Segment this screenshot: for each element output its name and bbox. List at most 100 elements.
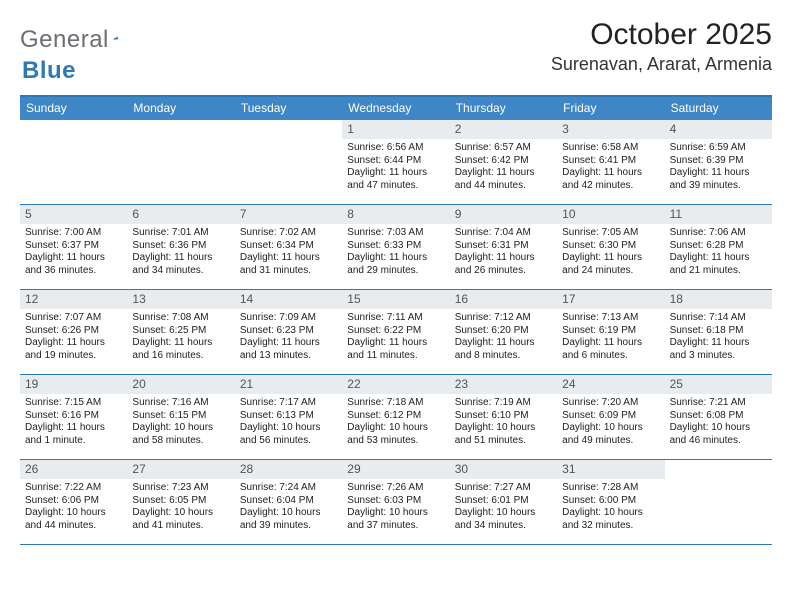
sunrise-text: Sunrise: 7:18 AM <box>347 397 444 410</box>
day-cell: 25Sunrise: 7:21 AMSunset: 6:08 PMDayligh… <box>665 375 772 459</box>
daylight-text: Daylight: 11 hours and 21 minutes. <box>670 252 767 277</box>
day-cell: 15Sunrise: 7:11 AMSunset: 6:22 PMDayligh… <box>342 290 449 374</box>
sunset-text: Sunset: 6:30 PM <box>562 240 659 253</box>
dow-wednesday: Wednesday <box>342 97 449 120</box>
day-cell: 24Sunrise: 7:20 AMSunset: 6:09 PMDayligh… <box>557 375 664 459</box>
day-number: 27 <box>127 460 234 479</box>
daylight-text: Daylight: 11 hours and 31 minutes. <box>240 252 337 277</box>
sunset-text: Sunset: 6:44 PM <box>347 155 444 168</box>
sunset-text: Sunset: 6:22 PM <box>347 325 444 338</box>
day-cell: 13Sunrise: 7:08 AMSunset: 6:25 PMDayligh… <box>127 290 234 374</box>
sunset-text: Sunset: 6:15 PM <box>132 410 229 423</box>
sunrise-text: Sunrise: 7:00 AM <box>25 227 122 240</box>
day-cell: 21Sunrise: 7:17 AMSunset: 6:13 PMDayligh… <box>235 375 342 459</box>
sunset-text: Sunset: 6:09 PM <box>562 410 659 423</box>
daylight-text: Daylight: 11 hours and 34 minutes. <box>132 252 229 277</box>
day-number: 18 <box>665 290 772 309</box>
sunrise-text: Sunrise: 7:12 AM <box>455 312 552 325</box>
daylight-text: Daylight: 10 hours and 32 minutes. <box>562 507 659 532</box>
sunset-text: Sunset: 6:41 PM <box>562 155 659 168</box>
location: Surenavan, Ararat, Armenia <box>551 54 772 75</box>
day-cell: 7Sunrise: 7:02 AMSunset: 6:34 PMDaylight… <box>235 205 342 289</box>
day-number: 8 <box>342 205 449 224</box>
day-cell: 17Sunrise: 7:13 AMSunset: 6:19 PMDayligh… <box>557 290 664 374</box>
sunset-text: Sunset: 6:06 PM <box>25 495 122 508</box>
daylight-text: Daylight: 10 hours and 53 minutes. <box>347 422 444 447</box>
day-number: 26 <box>20 460 127 479</box>
daylight-text: Daylight: 11 hours and 16 minutes. <box>132 337 229 362</box>
day-cell: 26Sunrise: 7:22 AMSunset: 6:06 PMDayligh… <box>20 460 127 544</box>
day-number: 1 <box>342 120 449 139</box>
day-number: 5 <box>20 205 127 224</box>
sunset-text: Sunset: 6:28 PM <box>670 240 767 253</box>
sunrise-text: Sunrise: 7:23 AM <box>132 482 229 495</box>
daylight-text: Daylight: 11 hours and 39 minutes. <box>670 167 767 192</box>
daylight-text: Daylight: 11 hours and 19 minutes. <box>25 337 122 362</box>
week-row: 5Sunrise: 7:00 AMSunset: 6:37 PMDaylight… <box>20 205 772 290</box>
sunrise-text: Sunrise: 7:26 AM <box>347 482 444 495</box>
empty-cell <box>665 460 772 544</box>
day-number: 16 <box>450 290 557 309</box>
day-number: 31 <box>557 460 664 479</box>
sunset-text: Sunset: 6:03 PM <box>347 495 444 508</box>
day-cell: 1Sunrise: 6:56 AMSunset: 6:44 PMDaylight… <box>342 120 449 204</box>
dow-tuesday: Tuesday <box>235 97 342 120</box>
day-number: 28 <box>235 460 342 479</box>
day-of-week-row: Sunday Monday Tuesday Wednesday Thursday… <box>20 97 772 120</box>
day-number: 24 <box>557 375 664 394</box>
sunset-text: Sunset: 6:10 PM <box>455 410 552 423</box>
sunrise-text: Sunrise: 7:01 AM <box>132 227 229 240</box>
sunset-text: Sunset: 6:42 PM <box>455 155 552 168</box>
sunset-text: Sunset: 6:39 PM <box>670 155 767 168</box>
daylight-text: Daylight: 11 hours and 26 minutes. <box>455 252 552 277</box>
title-block: October 2025 Surenavan, Ararat, Armenia <box>551 18 772 75</box>
daylight-text: Daylight: 11 hours and 6 minutes. <box>562 337 659 362</box>
sunrise-text: Sunrise: 7:08 AM <box>132 312 229 325</box>
day-cell: 5Sunrise: 7:00 AMSunset: 6:37 PMDaylight… <box>20 205 127 289</box>
sunset-text: Sunset: 6:04 PM <box>240 495 337 508</box>
sunset-text: Sunset: 6:13 PM <box>240 410 337 423</box>
dow-saturday: Saturday <box>665 97 772 120</box>
sunrise-text: Sunrise: 7:07 AM <box>25 312 122 325</box>
day-number: 15 <box>342 290 449 309</box>
sunrise-text: Sunrise: 7:24 AM <box>240 482 337 495</box>
logo-text-general: General <box>20 26 109 54</box>
day-number: 11 <box>665 205 772 224</box>
sunset-text: Sunset: 6:01 PM <box>455 495 552 508</box>
dow-sunday: Sunday <box>20 97 127 120</box>
daylight-text: Daylight: 11 hours and 36 minutes. <box>25 252 122 277</box>
sunset-text: Sunset: 6:31 PM <box>455 240 552 253</box>
sunset-text: Sunset: 6:00 PM <box>562 495 659 508</box>
sunset-text: Sunset: 6:33 PM <box>347 240 444 253</box>
sunset-text: Sunset: 6:23 PM <box>240 325 337 338</box>
sunset-text: Sunset: 6:08 PM <box>670 410 767 423</box>
sunrise-text: Sunrise: 7:19 AM <box>455 397 552 410</box>
day-number: 22 <box>342 375 449 394</box>
daylight-text: Daylight: 11 hours and 11 minutes. <box>347 337 444 362</box>
empty-cell <box>235 120 342 204</box>
week-row: 12Sunrise: 7:07 AMSunset: 6:26 PMDayligh… <box>20 290 772 375</box>
day-number: 20 <box>127 375 234 394</box>
daylight-text: Daylight: 10 hours and 46 minutes. <box>670 422 767 447</box>
day-number: 10 <box>557 205 664 224</box>
dow-friday: Friday <box>557 97 664 120</box>
day-cell: 10Sunrise: 7:05 AMSunset: 6:30 PMDayligh… <box>557 205 664 289</box>
daylight-text: Daylight: 10 hours and 34 minutes. <box>455 507 552 532</box>
day-cell: 18Sunrise: 7:14 AMSunset: 6:18 PMDayligh… <box>665 290 772 374</box>
sunset-text: Sunset: 6:36 PM <box>132 240 229 253</box>
daylight-text: Daylight: 11 hours and 24 minutes. <box>562 252 659 277</box>
sunrise-text: Sunrise: 7:02 AM <box>240 227 337 240</box>
day-cell: 12Sunrise: 7:07 AMSunset: 6:26 PMDayligh… <box>20 290 127 374</box>
daylight-text: Daylight: 10 hours and 56 minutes. <box>240 422 337 447</box>
calendar: Sunday Monday Tuesday Wednesday Thursday… <box>20 95 772 545</box>
daylight-text: Daylight: 10 hours and 49 minutes. <box>562 422 659 447</box>
day-cell: 6Sunrise: 7:01 AMSunset: 6:36 PMDaylight… <box>127 205 234 289</box>
sunrise-text: Sunrise: 7:13 AM <box>562 312 659 325</box>
day-cell: 4Sunrise: 6:59 AMSunset: 6:39 PMDaylight… <box>665 120 772 204</box>
sunrise-text: Sunrise: 6:56 AM <box>347 142 444 155</box>
daylight-text: Daylight: 11 hours and 42 minutes. <box>562 167 659 192</box>
day-number: 14 <box>235 290 342 309</box>
daylight-text: Daylight: 11 hours and 13 minutes. <box>240 337 337 362</box>
sunrise-text: Sunrise: 6:57 AM <box>455 142 552 155</box>
day-number: 23 <box>450 375 557 394</box>
